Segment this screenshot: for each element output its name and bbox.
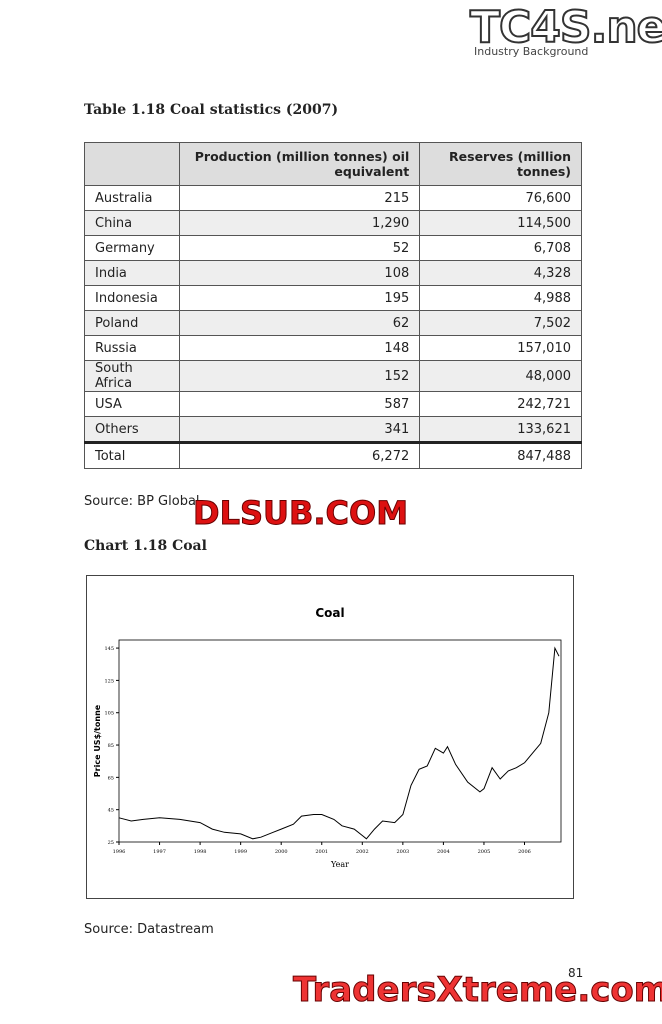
x-tick-label: 2000 [275,849,288,855]
x-tick-label: 2001 [315,849,328,855]
chart-source: Source: Datastream [84,922,214,937]
x-tick-label: 1998 [194,849,207,855]
table-row: Indonesia 195 4,988 [84,285,582,311]
y-tick-label: 25 [108,840,114,846]
table-cell: 157,010 [419,335,582,361]
watermark: DLSUB.COM [192,494,409,533]
y-tick-label: 45 [108,808,114,814]
table-cell: South Africa [84,360,180,392]
table-source: Source: BP Global [84,494,200,509]
table-cell: Germany [84,235,180,261]
table-row: South Africa 152 48,000 [84,360,582,392]
table-cell: 587 [178,391,421,417]
x-tick-label: 2002 [356,849,369,855]
table-cell: Total [84,441,180,469]
table-cell: 6,708 [419,235,582,261]
chart-caption: Chart 1.18 Coal [84,538,207,554]
x-tick-label: 1999 [234,849,247,855]
table-cell: 242,721 [419,391,582,417]
table-cell: 341 [178,416,421,443]
table-cell: 4,328 [419,260,582,286]
table-cell: 195 [178,285,421,311]
table-cell: 114,500 [419,210,582,236]
x-tick-label: 2004 [437,849,450,855]
watermark: TradersXtreme.com [292,970,662,1011]
y-tick-label: 105 [104,711,114,717]
y-tick-label: 145 [104,646,114,652]
price-line [118,646,560,840]
table-cell: 7,502 [419,310,582,336]
table-cell: 4,988 [419,285,582,311]
table-cell: Australia [84,185,180,211]
x-tick-label: 2003 [396,849,409,855]
table-row: Total 6,272 847,488 [84,441,582,469]
table-cell: 52 [178,235,421,261]
chart-title: Coal [315,606,344,620]
table-row: Others 341 133,621 [84,416,582,443]
table-title: Table 1.18 Coal statistics (2007) [84,102,339,118]
chart: Coal Price US$/tonne Year 25 45 65 85 105 125… [86,575,574,899]
column-header: Production (million tonnes) oil equivale… [178,142,421,186]
chart-frame [86,575,574,899]
x-tick-label: 2006 [518,849,531,855]
table-cell: 48,000 [419,360,582,392]
logo: TC4S.net [469,1,662,54]
y-tick-label: 65 [108,775,114,781]
x-tick-label: 1996 [113,849,126,855]
y-tick-label: 85 [108,743,114,749]
table-cell: China [84,210,180,236]
column-header [84,142,180,186]
table-cell: Others [84,416,180,443]
y-tick-label: 125 [104,678,114,684]
table-row: Germany 52 6,708 [84,235,582,261]
x-tick-label: 2005 [478,849,491,855]
x-axis-label: Year [330,860,349,869]
table-row: Russia 148 157,010 [84,335,582,361]
table-cell: 6,272 [178,441,421,469]
x-tick-label: 1997 [153,849,166,855]
table-cell: 108 [178,260,421,286]
table-row: USA 587 242,721 [84,391,582,417]
table-cell: 62 [178,310,421,336]
table-cell: 152 [178,360,421,392]
y-axis-label: Price US$/tonne [93,704,102,777]
section-label: Industry Background [474,45,589,58]
table-cell: India [84,260,180,286]
plot-area [118,639,562,843]
table-cell: 148 [178,335,421,361]
table-cell: Russia [84,335,180,361]
table-cell: 76,600 [419,185,582,211]
table-row: India 108 4,328 [84,260,582,286]
table-cell: Indonesia [84,285,180,311]
table-cell: 215 [178,185,421,211]
table-cell: 847,488 [419,441,582,469]
column-header: Reserves (million tonnes) [419,142,582,186]
table-cell: 1,290 [178,210,421,236]
coal-table: Production (million tonnes) oil equivale… [84,142,582,469]
page-number: 81 [568,966,584,980]
table-cell: USA [84,391,180,417]
table-cell: 133,621 [419,416,582,443]
table-cell: Poland [84,310,180,336]
table-row: Australia 215 76,600 [84,185,582,211]
table-row: China 1,290 114,500 [84,210,582,236]
table-row: Poland 62 7,502 [84,310,582,336]
